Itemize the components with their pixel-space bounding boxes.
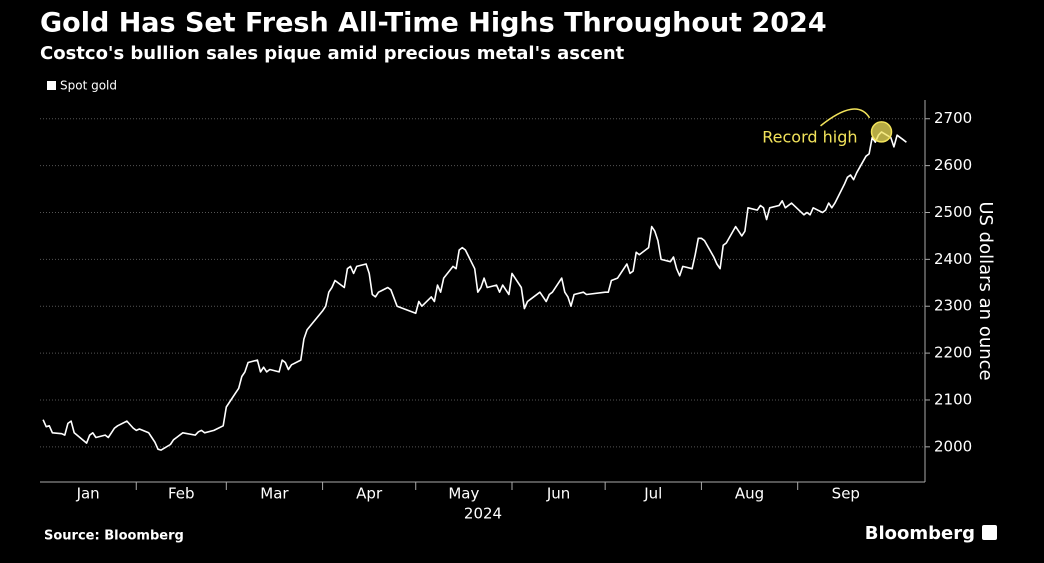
y-tick-label: 2600: [934, 156, 972, 174]
source: Source: Bloomberg: [44, 529, 184, 544]
legend-label: Spot gold: [60, 79, 117, 93]
x-tick-label: Aug: [735, 485, 764, 503]
y-tick-label: 2500: [934, 203, 972, 221]
y-tick-label: 2300: [934, 297, 972, 315]
chart-title: Gold Has Set Fresh All-Time Highs Throug…: [40, 8, 827, 39]
y-tick-label: 2400: [934, 250, 972, 268]
annotation-text: Record high: [762, 127, 857, 146]
x-tick-label: Jan: [76, 485, 100, 503]
x-tick-label: Feb: [168, 485, 195, 503]
highlight-circle: [870, 121, 893, 143]
brand: Bloomberg: [865, 523, 975, 544]
y-tick-label: 2100: [934, 390, 972, 408]
x-axis-year: 2024: [464, 505, 502, 523]
x-tick-label: Sep: [832, 485, 860, 503]
y-tick-label: 2700: [934, 109, 972, 127]
y-axis-title: US dollars an ounce: [975, 201, 996, 380]
legend-swatch: [47, 81, 56, 90]
x-tick-label: May: [448, 485, 479, 503]
x-tick-label: Mar: [260, 485, 289, 503]
chart-subtitle: Costco's bullion sales pique amid precio…: [40, 43, 625, 64]
x-tick-label: Apr: [356, 485, 383, 503]
x-tick-label: Jun: [546, 485, 570, 503]
annotation-arc: [820, 108, 871, 127]
y-tick-label: 2200: [934, 344, 972, 362]
brand-icon: [982, 525, 997, 540]
y-tick-label: 2000: [934, 437, 972, 455]
price-line: [42, 131, 907, 451]
x-tick-label: Jul: [643, 485, 662, 503]
